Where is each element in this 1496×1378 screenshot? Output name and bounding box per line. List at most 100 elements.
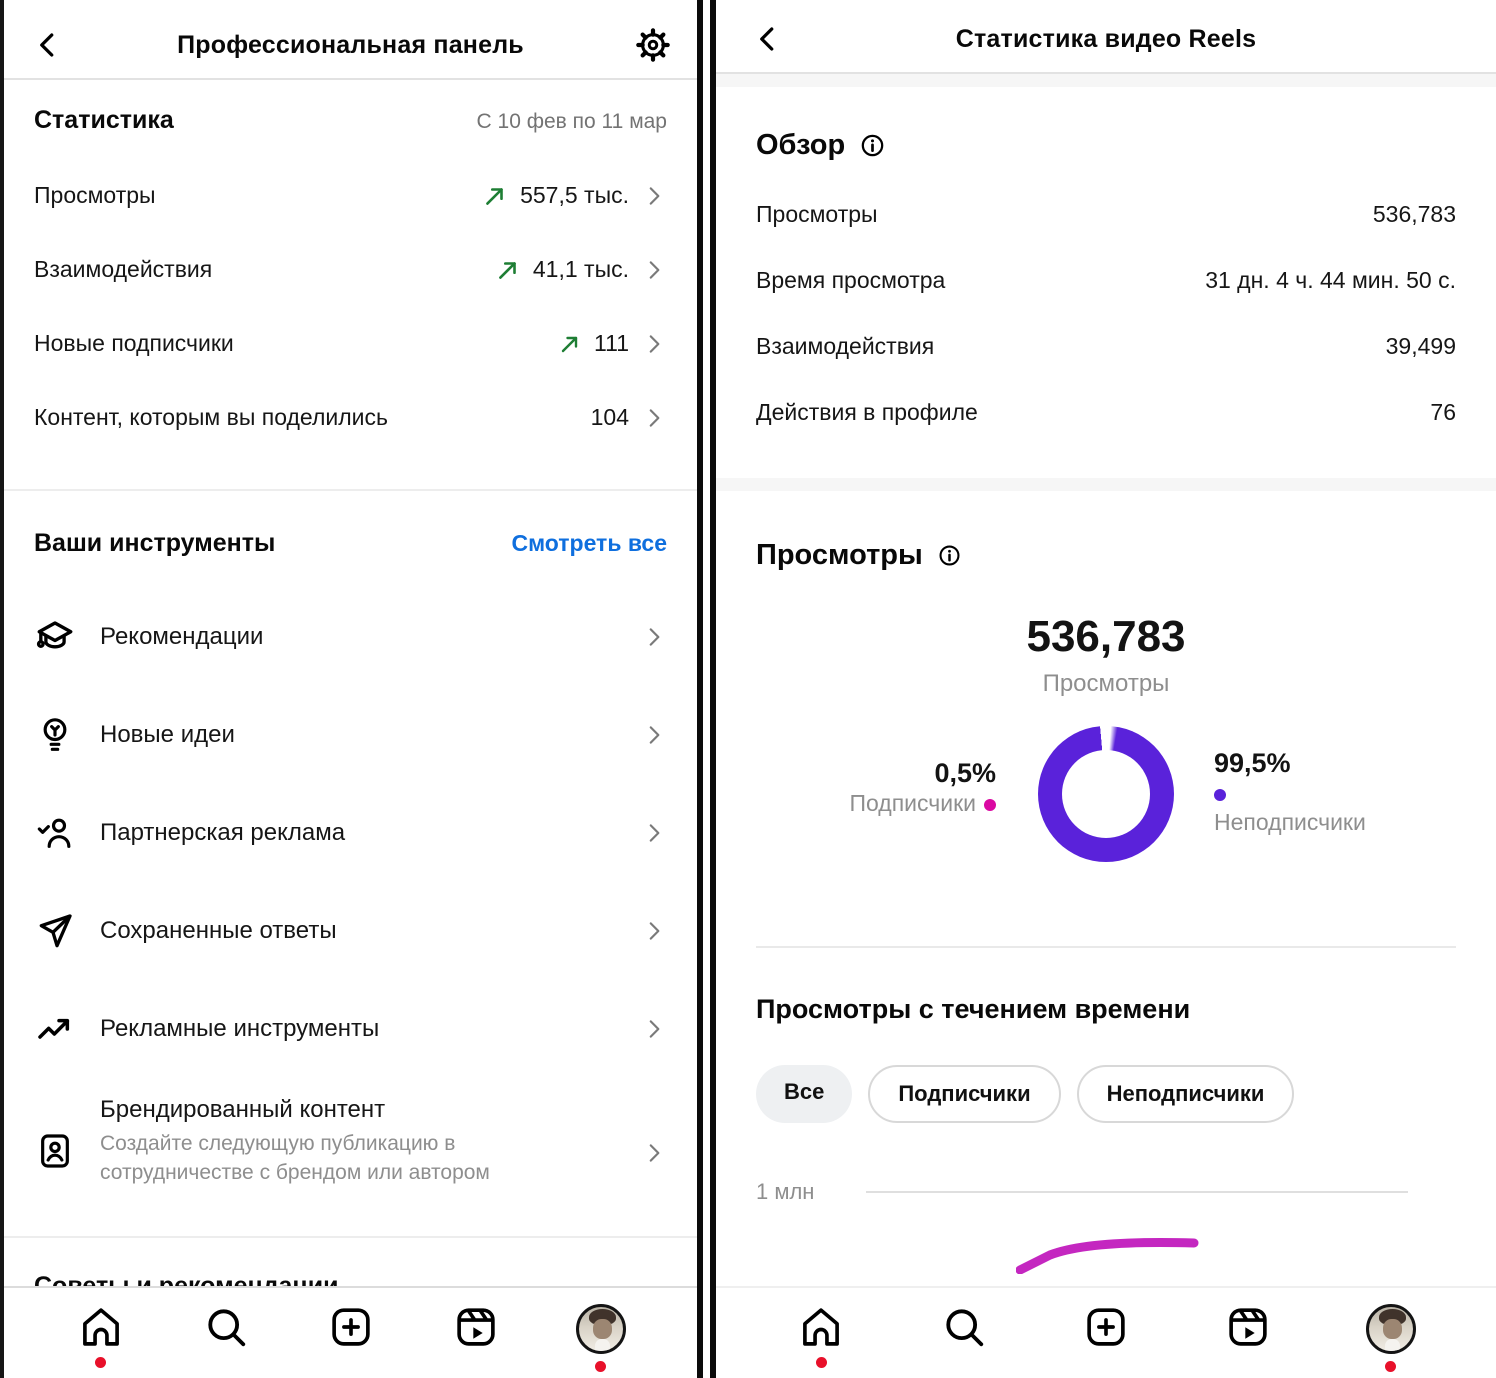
professional-dashboard-screen: Профессиональная панель Статистика С 10 …	[0, 0, 697, 1378]
search-icon	[207, 1309, 245, 1347]
filter-non-followers[interactable]: Неподписчики	[1076, 1065, 1295, 1123]
filter-all[interactable]: Все	[756, 1065, 853, 1123]
legend-followers: 0,5% Подписчики	[849, 758, 996, 816]
tab-home[interactable]	[73, 1304, 129, 1368]
overview-row-views: Просмотры 536,783	[756, 201, 1456, 227]
id-badge-icon	[41, 1134, 69, 1168]
section-divider	[4, 1235, 697, 1238]
gridline-1m: 1 млн	[756, 1179, 1456, 1205]
notification-dot	[95, 1357, 106, 1368]
section-divider	[4, 489, 697, 491]
filter-pills: Все Подписчики Неподписчики	[756, 1065, 1456, 1123]
settings-button[interactable]	[635, 27, 671, 63]
info-icon[interactable]	[859, 132, 886, 159]
purple-dot-icon	[1214, 788, 1226, 801]
right-tabbar	[716, 1286, 1496, 1378]
filter-followers[interactable]: Подписчики	[868, 1065, 1061, 1123]
section-band	[716, 74, 1496, 87]
lightbulb-icon	[43, 718, 67, 751]
home-icon	[82, 1308, 119, 1346]
trending-up-icon	[38, 1018, 70, 1039]
overview-heading: Обзор	[756, 129, 846, 161]
views-heading: Просмотры	[756, 539, 923, 571]
stat-row-interactions[interactable]: Взаимодействия 41,1 тыс.	[34, 256, 667, 283]
section-band	[716, 478, 1496, 491]
create-icon	[1087, 1308, 1125, 1346]
tool-item-branded-content[interactable]: Брендированный контент Создайте следующу…	[34, 1096, 667, 1188]
overview-row-profile-actions: Действия в профиле 76	[756, 399, 1456, 425]
person-check-icon	[37, 818, 71, 848]
right-appbar: Статистика видео Reels	[716, 6, 1496, 72]
home-icon	[803, 1308, 840, 1346]
back-button[interactable]	[30, 27, 66, 63]
chevron-right-icon	[649, 922, 660, 940]
views-total: 536,783	[1026, 612, 1186, 661]
trend-up-icon	[561, 336, 578, 352]
chevron-right-icon	[649, 726, 660, 744]
views-total-label: Просмотры	[1042, 670, 1170, 697]
tools-heading: Ваши инструменты	[34, 529, 276, 557]
reels-icon	[456, 1308, 495, 1346]
collage-divider	[697, 0, 716, 1378]
gear-icon	[636, 28, 670, 62]
tab-profile[interactable]	[1363, 1304, 1419, 1372]
info-icon[interactable]	[937, 543, 962, 568]
chevron-left-icon	[760, 27, 774, 51]
profile-avatar	[575, 1304, 626, 1354]
chevron-right-icon	[649, 260, 660, 279]
page-title: Профессиональная панель	[177, 30, 524, 59]
notification-dot	[1385, 1361, 1397, 1372]
reels-icon	[1229, 1308, 1268, 1346]
donut-ring	[1038, 726, 1174, 862]
tab-create[interactable]	[1078, 1304, 1134, 1368]
back-button[interactable]	[750, 21, 786, 57]
reels-insights-screen: Статистика видео Reels Обзор Просмотры 5…	[716, 0, 1496, 1378]
chevron-right-icon	[649, 334, 660, 353]
tab-reels[interactable]	[1220, 1304, 1276, 1368]
chevron-left-icon	[40, 33, 54, 57]
search-icon	[945, 1309, 983, 1347]
views-trend-line	[1016, 1238, 1199, 1274]
section-divider	[756, 946, 1456, 948]
legend-non-followers: 99,5% Неподписчики	[1214, 748, 1366, 835]
stat-row-new-followers[interactable]: Новые подписчики 111	[34, 330, 667, 357]
tab-home[interactable]	[793, 1304, 849, 1368]
overview-row-interactions: Взаимодействия 39,499	[756, 333, 1456, 359]
chevron-right-icon	[649, 628, 660, 646]
page-title: Статистика видео Reels	[955, 24, 1257, 53]
see-all-link[interactable]: Смотреть все	[511, 530, 667, 556]
tool-item-partner-ads[interactable]: Партнерская реклама	[34, 812, 667, 854]
left-appbar: Профессиональная панель	[4, 12, 697, 78]
header-divider	[4, 78, 697, 80]
tab-search[interactable]	[936, 1304, 992, 1368]
create-icon	[331, 1308, 370, 1346]
tool-item-ad-tools[interactable]: Рекламные инструменты	[34, 1008, 667, 1050]
followers-donut-chart: 0,5% Подписчики 99,5% Неподписчики	[756, 726, 1456, 916]
pink-dot-icon	[984, 798, 996, 811]
header-divider	[716, 72, 1496, 74]
tool-item-new-ideas[interactable]: Новые идеи	[34, 714, 667, 756]
tool-item-recommendations[interactable]: Рекомендации	[34, 616, 667, 658]
notification-dot	[815, 1357, 827, 1368]
chevron-right-icon	[649, 408, 660, 427]
over-time-heading: Просмотры с течением времени	[756, 994, 1191, 1024]
paper-plane-icon	[39, 914, 72, 948]
tab-profile[interactable]	[573, 1304, 629, 1372]
chevron-right-icon	[649, 824, 660, 842]
date-range: С 10 фев по 11 мар	[476, 110, 667, 133]
stats-heading: Статистика	[34, 106, 174, 134]
branded-content-subtitle: Создайте следующую публикацию в сотрудни…	[100, 1132, 490, 1184]
stat-row-views[interactable]: Просмотры 557,5 тыс.	[34, 182, 667, 209]
tool-item-saved-replies[interactable]: Сохраненные ответы	[34, 910, 667, 952]
overview-row-watch-time: Время просмотра 31 дн. 4 ч. 44 мин. 50 с…	[756, 267, 1456, 293]
stat-row-shared-content[interactable]: Контент, которым вы поделились 104	[34, 404, 667, 431]
tab-create[interactable]	[323, 1304, 379, 1368]
chevron-right-icon	[649, 186, 660, 205]
trend-up-icon	[498, 261, 516, 279]
notification-dot	[595, 1361, 606, 1372]
tab-reels[interactable]	[448, 1304, 504, 1368]
tab-search[interactable]	[198, 1304, 254, 1368]
chevron-right-icon	[649, 1144, 660, 1162]
left-tabbar	[4, 1286, 697, 1378]
profile-avatar	[1365, 1304, 1416, 1354]
